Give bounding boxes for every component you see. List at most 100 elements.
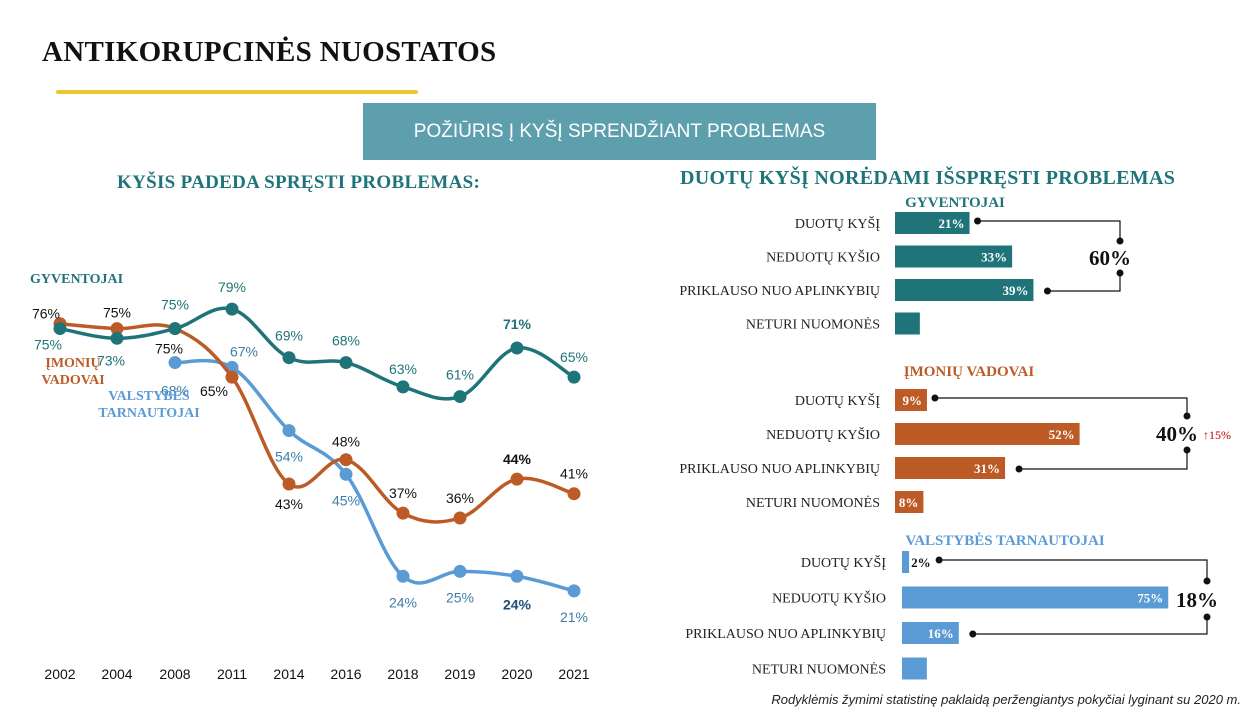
data-label: 79% xyxy=(218,279,246,295)
bar-category-label: NETURI NUOMONĖS xyxy=(746,495,880,511)
x-tick-label: 2002 xyxy=(44,666,75,682)
bar-value-label: 8% xyxy=(899,495,919,510)
bar xyxy=(895,212,970,234)
data-point xyxy=(339,467,353,481)
data-point xyxy=(510,472,524,486)
data-point xyxy=(453,511,467,525)
footnote: Rodyklėmis žymimi statistinę paklaidą pe… xyxy=(771,692,1241,707)
bar-value-label: 31% xyxy=(974,461,1000,476)
x-tick-label: 2021 xyxy=(558,666,589,682)
data-point xyxy=(396,569,410,583)
data-point xyxy=(282,424,296,438)
data-label: 37% xyxy=(389,485,417,501)
bar-category-label: NEDUOTŲ KYŠIO xyxy=(772,590,886,607)
x-tick-label: 2004 xyxy=(101,666,132,682)
bar-category-label: DUOTŲ KYŠĮ xyxy=(795,392,881,409)
data-label: 75% xyxy=(161,297,189,313)
data-point xyxy=(567,487,581,501)
data-label: 69% xyxy=(275,328,303,344)
series-name-line: TARNAUTOJAI xyxy=(98,406,199,421)
bracket-dot xyxy=(969,630,977,638)
data-point xyxy=(453,390,467,404)
bracket-line xyxy=(1047,273,1121,292)
data-label: 44% xyxy=(503,451,532,467)
series-line-2 xyxy=(174,358,575,593)
bar-category-label: NETURI NUOMONĖS xyxy=(752,662,886,678)
series-name-imoniu-vadovai: ĮMONIŲ VADOVAI xyxy=(41,356,104,388)
data-point xyxy=(396,380,410,394)
data-point xyxy=(168,356,182,370)
data-label: 36% xyxy=(446,490,474,506)
data-label: 24% xyxy=(389,594,417,610)
data-point xyxy=(339,453,353,467)
bracket-line xyxy=(1019,450,1188,470)
data-point xyxy=(53,322,67,336)
data-point xyxy=(567,370,581,384)
bracket-dot xyxy=(1183,412,1191,420)
data-label: 75% xyxy=(155,341,183,357)
bar-category-label: NEDUOTŲ KYŠIO xyxy=(766,426,880,443)
x-tick-label: 2019 xyxy=(444,666,475,682)
bracket-line xyxy=(972,617,1208,635)
x-tick-label: 2016 xyxy=(330,666,361,682)
x-tick-label: 2014 xyxy=(273,666,304,682)
bar-group-title: ĮMONIŲ VADOVAI xyxy=(904,364,1035,380)
bar xyxy=(902,622,959,644)
x-tick-label: 2011 xyxy=(217,666,247,682)
bar-value-label: 9% xyxy=(902,393,922,408)
series-name-line: VALSTYBĖS xyxy=(108,387,190,404)
section-banner: POŽIŪRIS Į KYŠĮ SPRENDŽIANT PROBLEMAS xyxy=(363,103,876,160)
data-label: 45% xyxy=(332,492,360,508)
bar xyxy=(895,389,927,411)
bar xyxy=(895,312,920,335)
bracket-line xyxy=(934,397,1188,416)
data-label: 75% xyxy=(103,305,131,321)
line-chart: 2002 2004 2008 2011 2014 2016 2018 2019 2020 2021… xyxy=(30,272,590,682)
bar-category-label: PRIKLAUSO NUO APLINKYBIŲ xyxy=(685,627,886,642)
series-name-gyventojai: GYVENTOJAI xyxy=(30,272,123,287)
data-point xyxy=(110,322,124,336)
bar-value-label: 7% xyxy=(922,317,942,332)
series-name-line: VADOVAI xyxy=(41,373,104,388)
data-point xyxy=(282,351,296,365)
bracket-dot xyxy=(974,217,982,225)
bracket-dot xyxy=(1116,237,1124,245)
data-label: 25% xyxy=(446,589,474,605)
bar-value-label: 39% xyxy=(1002,283,1028,298)
x-tick-label: 2008 xyxy=(159,666,190,682)
bar-value-label: 2% xyxy=(911,555,931,570)
bracket-dot xyxy=(1116,269,1124,277)
bracket-dot xyxy=(1043,287,1051,295)
data-point xyxy=(510,341,524,355)
bar-chart: GYVENTOJAI DUOTŲ KYŠĮ 21% NEDUOTŲ KYŠIO 33% P… xyxy=(679,195,1231,680)
bracket-dot xyxy=(931,394,939,402)
data-point xyxy=(396,506,410,520)
bar xyxy=(895,245,1013,268)
data-point xyxy=(282,477,296,491)
data-label: 54% xyxy=(275,449,303,465)
bar-value-label: 21% xyxy=(939,216,965,231)
x-tick-label: 2018 xyxy=(387,666,418,682)
data-label: 21% xyxy=(560,609,588,625)
title-underline xyxy=(56,90,418,94)
bar xyxy=(895,423,1080,445)
bracket-total: 18% xyxy=(1176,588,1218,612)
data-label: 63% xyxy=(389,361,417,377)
bar-value-label: 16% xyxy=(928,626,954,641)
data-label: 61% xyxy=(446,367,474,383)
bar-value-label: 75% xyxy=(1137,591,1163,606)
bar-value-label: 7% xyxy=(929,662,949,677)
bar-chart-title: DUOTŲ KYŠĮ NORĖDAMI IŠSPRĘSTI PROBLEMAS xyxy=(680,167,1176,189)
bracket-dot xyxy=(1015,465,1023,473)
data-label: 41% xyxy=(560,466,588,482)
bar xyxy=(895,491,924,513)
data-label: 76% xyxy=(32,306,60,322)
bracket-dot xyxy=(1203,613,1211,621)
data-label: 67% xyxy=(230,343,258,359)
data-label: 65% xyxy=(200,383,228,399)
bar-value-label: 33% xyxy=(981,250,1007,265)
data-label: 68% xyxy=(332,333,360,349)
line-chart-title: KYŠIS PADEDA SPRĘSTI PROBLEMAS: xyxy=(117,172,481,193)
data-label: 71% xyxy=(503,316,532,332)
data-point xyxy=(510,569,524,583)
